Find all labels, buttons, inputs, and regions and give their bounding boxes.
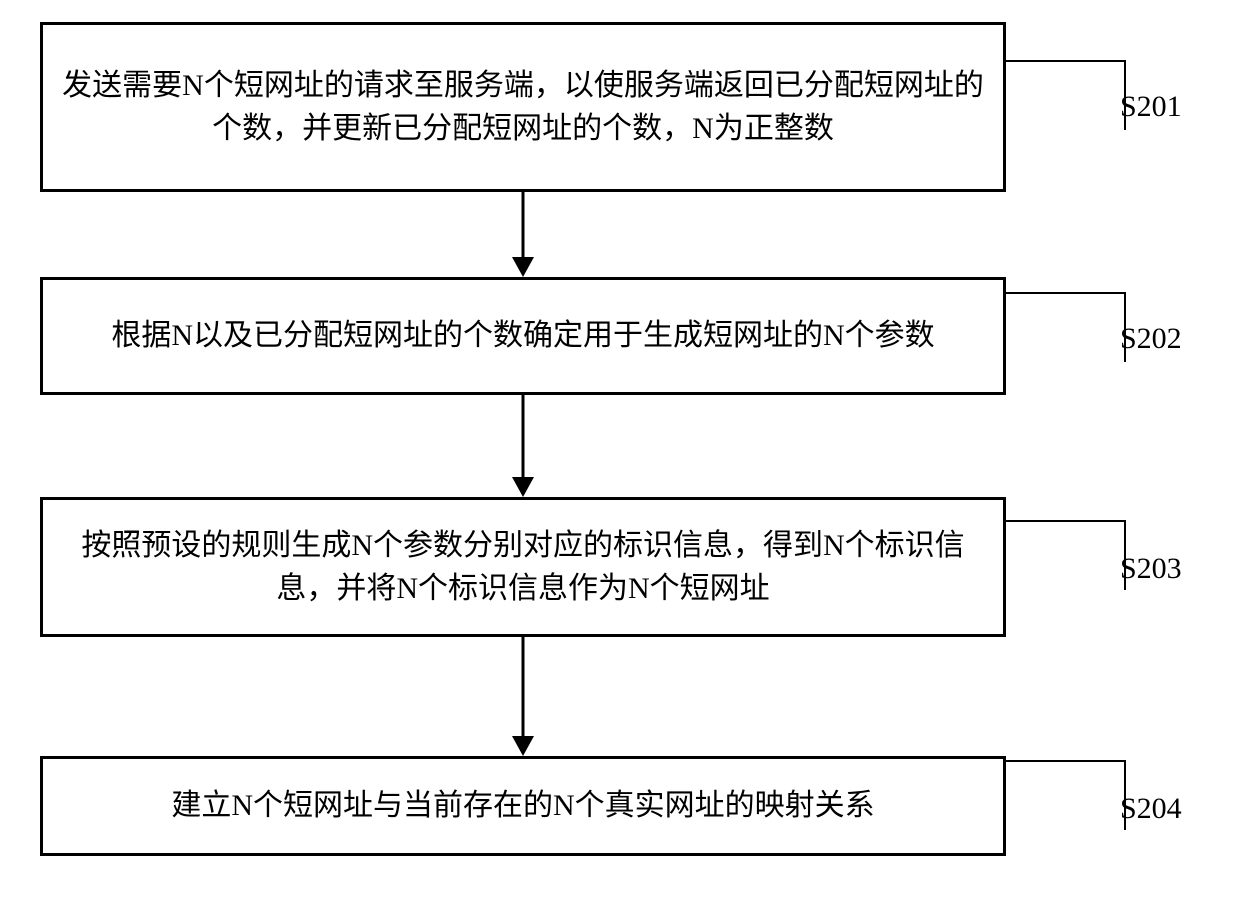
flow-node-s201: 发送需要N个短网址的请求至服务端，以使服务端返回已分配短网址的个数，并更新已分配… (40, 22, 1006, 192)
flow-label-s202: S202 (1120, 322, 1182, 356)
flow-label-s204: S204 (1120, 792, 1182, 826)
flow-node-text: 建立N个短网址与当前存在的N个真实网址的映射关系 (171, 784, 874, 828)
flow-node-text: 根据N以及已分配短网址的个数确定用于生成短网址的N个参数 (111, 314, 934, 358)
flowchart-canvas: 发送需要N个短网址的请求至服务端，以使服务端返回已分配短网址的个数，并更新已分配… (0, 0, 1240, 913)
label-connector-s204 (1006, 760, 1126, 830)
flow-arrow-2 (523, 395, 524, 497)
flow-node-s202: 根据N以及已分配短网址的个数确定用于生成短网址的N个参数 (40, 277, 1006, 395)
flow-node-text: 按照预设的规则生成N个参数分别对应的标识信息，得到N个标识信息，并将N个标识信息… (61, 524, 985, 611)
flow-label-s201: S201 (1120, 90, 1182, 124)
flow-node-s203: 按照预设的规则生成N个参数分别对应的标识信息，得到N个标识信息，并将N个标识信息… (40, 497, 1006, 637)
label-connector-s201 (1006, 60, 1126, 130)
label-connector-s202 (1006, 292, 1126, 362)
flow-arrow-3 (523, 637, 524, 756)
flow-label-s203: S203 (1120, 552, 1182, 586)
flow-node-s204: 建立N个短网址与当前存在的N个真实网址的映射关系 (40, 756, 1006, 856)
flow-arrow-1 (523, 192, 524, 277)
label-connector-s203 (1006, 520, 1126, 590)
flow-node-text: 发送需要N个短网址的请求至服务端，以使服务端返回已分配短网址的个数，并更新已分配… (61, 64, 985, 151)
